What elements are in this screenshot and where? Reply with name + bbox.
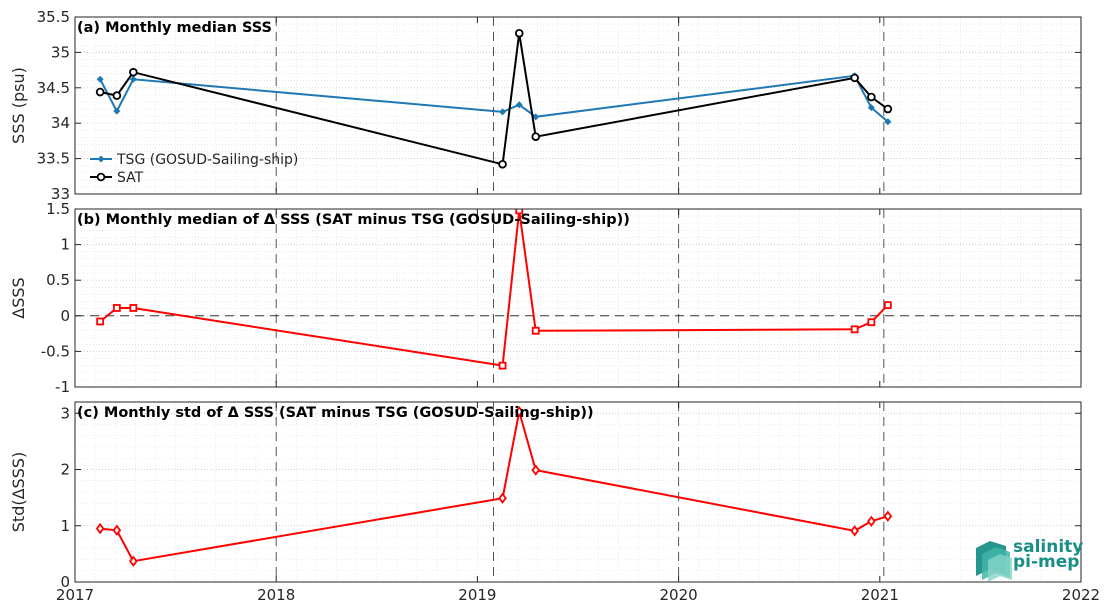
panel-c-ylabel: Std(ΔSSS) — [9, 452, 28, 532]
panel-a-ticks: 33 33.5 34 34.5 35 35.5 — [37, 8, 1082, 203]
data-point — [129, 75, 137, 83]
data-point — [129, 304, 138, 312]
data-point — [867, 515, 876, 527]
data-point — [850, 73, 859, 83]
y-tick-label: 1 — [60, 236, 70, 254]
logo-line2: pi-mep — [1013, 552, 1079, 572]
data-point — [498, 361, 507, 370]
data-point — [883, 301, 892, 310]
legend: TSG (GOSUD-Sailing-ship) SAT — [90, 152, 298, 186]
data-point — [499, 108, 507, 116]
data-point — [112, 524, 122, 536]
legend-tsg-label: TSG (GOSUD-Sailing-ship) — [116, 152, 298, 168]
data-point — [850, 325, 859, 334]
panel-b-frame — [74, 208, 1082, 388]
panel-b-series — [96, 209, 892, 370]
legend-tsg-marker — [97, 155, 105, 163]
logo-line1: salinity — [1013, 537, 1083, 557]
y-tick-label: -0.5 — [41, 342, 70, 360]
y-tick-label: 0 — [60, 307, 70, 325]
series-line — [99, 210, 889, 367]
data-point — [96, 75, 104, 83]
data-point — [498, 159, 507, 169]
x-tick-label: 2020 — [660, 586, 698, 604]
panel-a-grid — [74, 16, 1082, 195]
data-point — [112, 304, 121, 312]
panel-b-grid — [74, 208, 1082, 388]
data-point — [95, 522, 105, 535]
data-point — [129, 555, 138, 567]
data-point — [883, 104, 893, 114]
data-point — [515, 101, 523, 109]
data-point — [867, 318, 876, 327]
panel-c-grid — [74, 401, 1082, 583]
data-point — [867, 104, 875, 112]
data-point — [515, 209, 524, 215]
y-tick-label: 33 — [51, 185, 70, 203]
series-line — [100, 411, 889, 563]
y-tick-label: 34 — [51, 114, 70, 132]
x-tick-label: 2019 — [458, 586, 496, 604]
y-tick-label: 1 — [60, 517, 70, 535]
legend-sat-marker — [96, 172, 106, 182]
data-point — [883, 510, 893, 522]
panel-c-series — [95, 405, 893, 567]
data-point — [867, 92, 876, 102]
y-tick-label: 0.5 — [46, 271, 70, 289]
panel-a-title: (a) Monthly median SSS — [77, 20, 272, 36]
data-point — [884, 118, 892, 126]
panel-a-ylabel: SSS (psu) — [9, 67, 28, 144]
panel-b: -1 -0.5 0 0.5 1 1.5 (b) Monthly median of Δ S… — [9, 200, 1082, 396]
legend-sat-label: SAT — [117, 170, 144, 186]
panel-a-reference-lines — [275, 17, 885, 194]
panel-b-reference-lines — [75, 209, 1081, 387]
series-line — [99, 33, 889, 166]
data-point — [129, 67, 138, 77]
data-point — [95, 87, 105, 97]
panel-b-ticks: -1 -0.5 0 0.5 1 1.5 — [41, 200, 1082, 396]
data-point — [112, 91, 122, 100]
panel-c-frame — [74, 401, 1082, 583]
data-point — [96, 317, 105, 326]
panel-c-title: (c) Monthly std of Δ SSS (SAT minus TSG … — [77, 405, 594, 421]
data-point — [850, 525, 859, 537]
y-tick-label: 3 — [60, 404, 70, 422]
x-tick-label: 2021 — [861, 586, 899, 604]
data-point — [531, 132, 541, 141]
data-point — [514, 28, 524, 38]
panel-c: 0 1 2 3 2017 2018 2019 2020 2021 2022 (c) Monthly… — [9, 401, 1100, 604]
panel-a-frame — [74, 16, 1082, 195]
y-tick-label: 35 — [51, 43, 70, 61]
panel-a: 33 33.5 34 34.5 35 35.5 (a) Monthly median SS… — [9, 8, 1082, 203]
data-point — [113, 107, 121, 115]
y-tick-label: -1 — [55, 378, 70, 396]
y-tick-label: 2 — [60, 461, 70, 479]
y-tick-label: 35.5 — [37, 8, 70, 26]
data-point — [498, 492, 507, 504]
data-point — [531, 326, 540, 335]
x-tick-label: 2018 — [257, 586, 295, 604]
data-point — [514, 405, 524, 418]
panel-c-reference-lines — [275, 402, 885, 582]
y-tick-label: 34.5 — [37, 79, 70, 97]
x-tick-label: 2017 — [56, 586, 94, 604]
data-point — [531, 464, 541, 476]
y-tick-label: 1.5 — [46, 200, 70, 218]
panel-b-title: (b) Monthly median of Δ SSS (SAT minus T… — [77, 212, 630, 228]
panel-a-series — [95, 28, 893, 169]
series-line — [99, 74, 889, 123]
panel-b-ylabel: ΔSSS — [9, 277, 28, 318]
panel-c-ticks: 0 1 2 3 2017 2018 2019 2020 2021 2022 — [56, 402, 1100, 604]
logo-wave-icon — [976, 541, 1012, 582]
salinity-pi-mep-logo: salinity pi-mep — [976, 537, 1083, 582]
data-point — [532, 113, 540, 121]
y-tick-label: 33.5 — [37, 150, 70, 168]
y-tick-label: 0 — [60, 573, 70, 591]
x-tick-label: 2022 — [1062, 586, 1100, 604]
